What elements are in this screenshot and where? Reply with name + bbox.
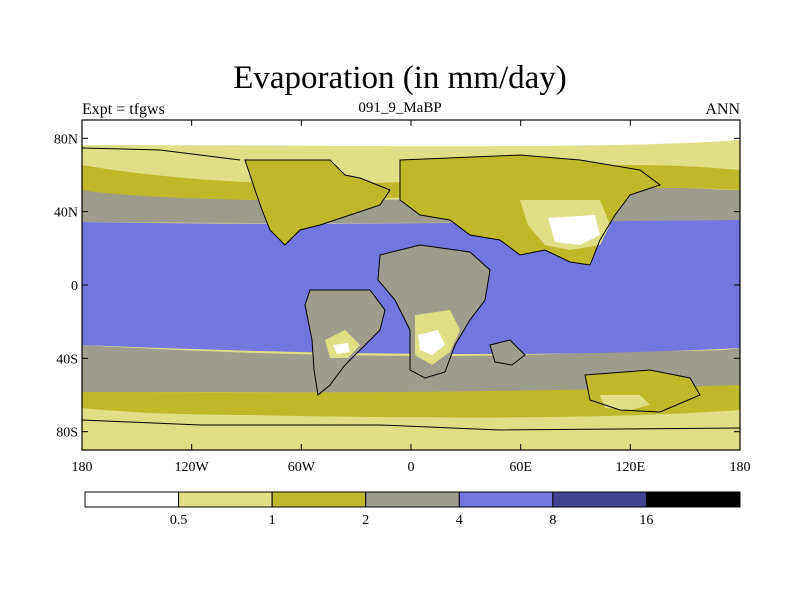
colorbar: 0.5 1 2 4 8 16 bbox=[84, 491, 741, 528]
colorbar-swatch bbox=[84, 491, 180, 508]
colorbar-swatch bbox=[271, 491, 367, 508]
colorbar-label: 4 bbox=[456, 513, 463, 528]
colorbar-swatch bbox=[365, 491, 460, 508]
x-tick-label: 120E bbox=[616, 460, 646, 475]
colorbar-label: 16 bbox=[639, 513, 653, 528]
experiment-label: Expt = tfgws bbox=[82, 101, 165, 118]
season-label: ANN bbox=[705, 101, 740, 118]
y-tick-label: 40S bbox=[56, 352, 78, 367]
colorbar-label: 2 bbox=[362, 513, 369, 528]
y-tick-label: 40N bbox=[54, 206, 78, 221]
axes: 180 120W 60W 0 60E 120E 180 80N 40N 0 40S 80S bbox=[54, 120, 751, 475]
colorbar-label: 8 bbox=[549, 513, 556, 528]
x-tick-label: 60W bbox=[288, 460, 316, 475]
colorbar-swatch bbox=[552, 491, 647, 508]
x-tick-label: 180 bbox=[730, 460, 751, 475]
coastlines bbox=[82, 147, 740, 431]
x-tick-label: 0 bbox=[408, 460, 415, 475]
y-tick-label: 80N bbox=[54, 132, 78, 147]
chart-title: Evaporation (in mm/day) bbox=[233, 60, 567, 96]
y-tick-label: 80S bbox=[56, 426, 78, 441]
colorbar-swatch bbox=[458, 491, 554, 508]
x-tick-label: 120W bbox=[175, 460, 210, 475]
chart-subtitle: 091_9_MaBP bbox=[358, 100, 442, 116]
x-tick-label: 60E bbox=[509, 460, 532, 475]
colorbar-swatch bbox=[178, 491, 273, 508]
y-tick-label: 0 bbox=[71, 279, 78, 294]
x-tick-label: 180 bbox=[72, 460, 93, 475]
colorbar-swatch bbox=[645, 491, 741, 508]
colorbar-label: 0.5 bbox=[170, 513, 188, 528]
contour-field bbox=[82, 120, 740, 450]
colorbar-label: 1 bbox=[269, 513, 276, 528]
